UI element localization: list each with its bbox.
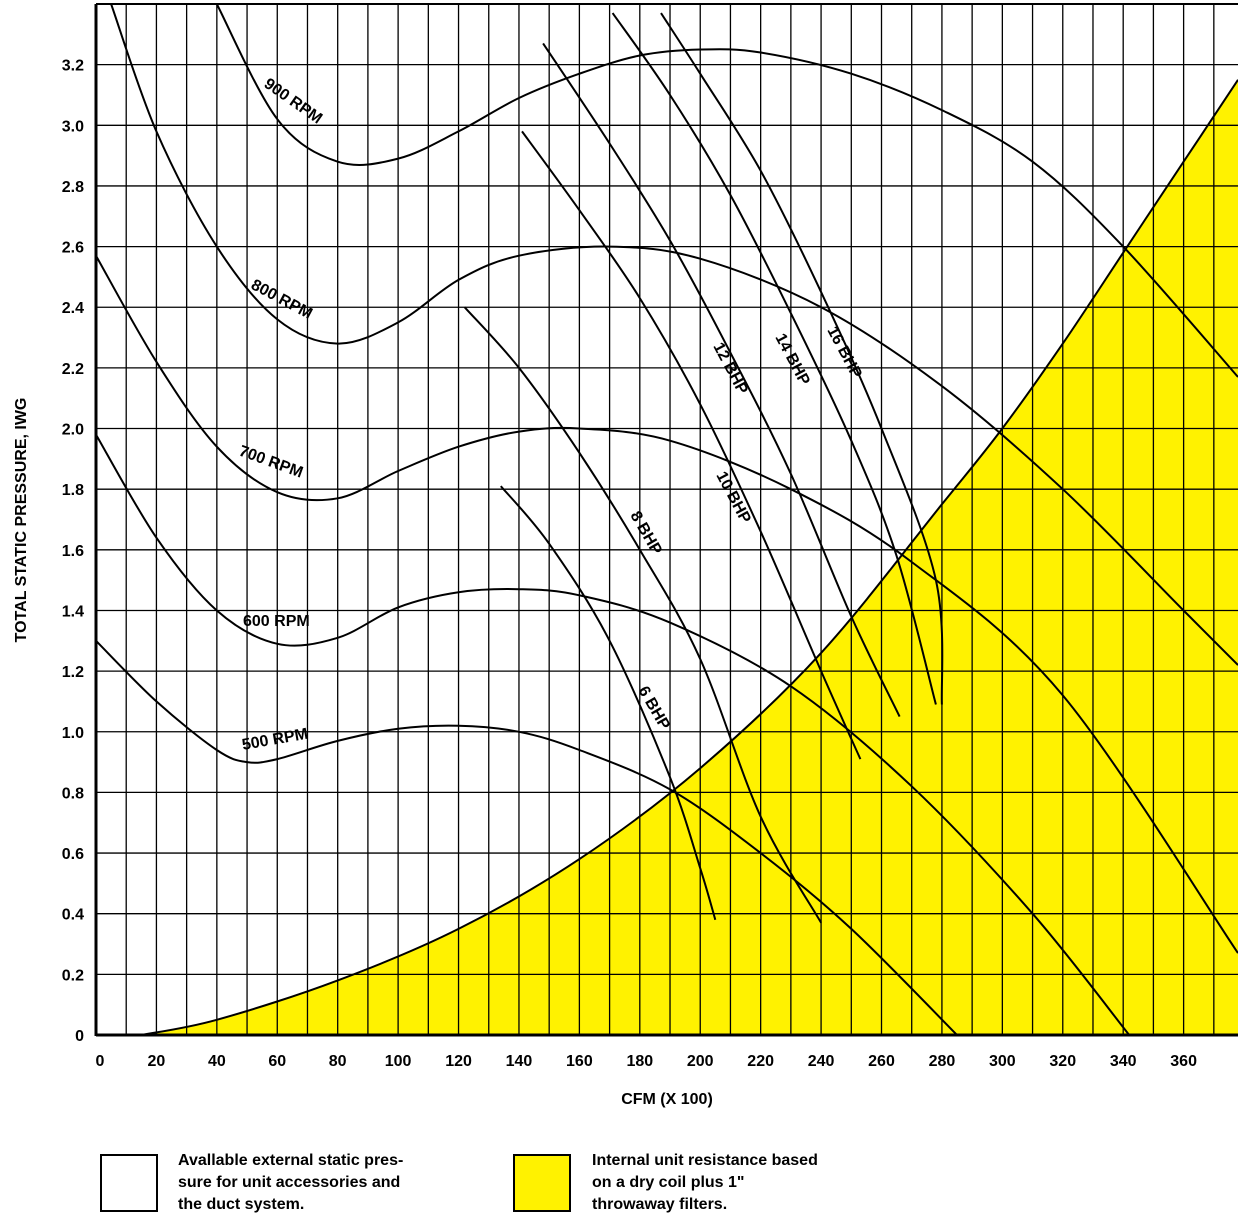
x-tick-label: 100: [385, 1053, 412, 1070]
curve-label: 10 BHP: [712, 469, 753, 527]
rpm-curve-500-rpm: [95, 640, 958, 1036]
y-tick-label: 2.6: [62, 240, 84, 257]
bhp-curve-6-bhp: [500, 485, 717, 921]
legend-yellow-swatch: [513, 1154, 571, 1212]
x-tick-label: 40: [208, 1053, 226, 1070]
resistance-curve: [141, 79, 1238, 1036]
x-tick-label: 240: [808, 1053, 835, 1070]
legend-white-swatch: [100, 1154, 158, 1212]
grid: [96, 4, 1238, 1035]
legend-yellow-line: throwaway filters.: [592, 1196, 728, 1213]
rpm-curve-900-rpm: [215, 3, 1238, 378]
legend-white-line: the duct system.: [178, 1196, 305, 1213]
x-tick-label: 140: [506, 1053, 533, 1070]
x-axis-ticks: 0 20 40 60 80 100 120 140 160 180 200 220 240 260 280 3…: [96, 1053, 1198, 1070]
legend-yellow-text: Internal unit resistance based on a dry …: [592, 1150, 912, 1216]
rpm-curve-700-rpm: [95, 255, 1238, 954]
legend-white-line: Avallable external static pres-: [178, 1152, 404, 1169]
y-tick-label: 0.6: [62, 846, 84, 863]
resistance-fill-area: [141, 79, 1238, 1036]
y-tick-label: 2.0: [62, 422, 84, 439]
x-tick-label: 300: [989, 1053, 1016, 1070]
curve-label: 900 RPM: [261, 75, 325, 127]
y-tick-label: 3.2: [62, 58, 84, 75]
curve-label: 8 BHP: [627, 509, 665, 559]
y-tick-label: 1.8: [62, 482, 84, 499]
x-tick-label: 260: [868, 1053, 895, 1070]
x-tick-label: 0: [96, 1053, 105, 1070]
bhp-curve-8-bhp: [463, 306, 822, 924]
bhp-curve-12-bhp: [542, 42, 901, 718]
x-tick-label: 200: [687, 1053, 714, 1070]
curve-label: 14 BHP: [771, 331, 812, 389]
legend-white-text: Avallable external static pres- sure for…: [178, 1150, 498, 1216]
x-tick-label: 60: [268, 1053, 286, 1070]
x-tick-label: 20: [148, 1053, 166, 1070]
y-axis-title: TOTAL STATIC PRESSURE, IWG: [13, 398, 30, 643]
x-tick-label: 320: [1049, 1053, 1076, 1070]
resistance-fill: [141, 79, 1238, 1036]
curve-label: 600 RPM: [243, 613, 310, 630]
y-tick-label: 0.8: [62, 785, 84, 802]
y-tick-label: 1.0: [62, 725, 84, 742]
y-tick-label: 2.2: [62, 361, 84, 378]
x-tick-label: 280: [929, 1053, 956, 1070]
x-tick-label: 120: [445, 1053, 472, 1070]
x-tick-label: 360: [1170, 1053, 1197, 1070]
y-axis-ticks: 0 0.2 0.4 0.6 0.8 1.0 1.2 1.4 1.6 1.8 2.0 2.2 2.4 2.6…: [62, 58, 84, 1045]
x-tick-label: 340: [1110, 1053, 1137, 1070]
plot-frame: [94, 3, 1238, 1037]
x-tick-label: 80: [329, 1053, 347, 1070]
curve-label: 500 RPM: [241, 726, 310, 754]
legend-yellow-line: Internal unit resistance based: [592, 1152, 818, 1169]
rpm-curve-800-rpm: [110, 3, 1238, 666]
y-tick-label: 1.6: [62, 543, 84, 560]
y-tick-label: 0.2: [62, 967, 84, 984]
x-axis-title: CFM (X 100): [621, 1091, 713, 1108]
curve-label: 800 RPM: [248, 277, 315, 323]
y-tick-label: 2.8: [62, 179, 84, 196]
curves: [95, 3, 1238, 1036]
y-tick-label: 1.4: [62, 603, 84, 620]
bhp-curve-14-bhp: [611, 12, 937, 705]
bhp-curve-10-bhp: [521, 130, 862, 760]
curve-label: 16 BHP: [823, 324, 864, 382]
bhp-curve-16-bhp: [660, 12, 944, 705]
y-tick-label: 3.0: [62, 118, 84, 135]
y-tick-label: 2.4: [62, 300, 84, 317]
y-tick-label: 0.4: [62, 907, 84, 924]
y-tick-label: 1.2: [62, 664, 84, 681]
legend-yellow-line: on a dry coil plus 1": [592, 1174, 745, 1191]
x-tick-label: 220: [747, 1053, 774, 1070]
rpm-curve-600-rpm: [95, 434, 1130, 1036]
y-tick-label: 0: [75, 1028, 84, 1045]
legend-white-line: sure for unit accessories and: [178, 1174, 401, 1191]
x-tick-label: 180: [626, 1053, 653, 1070]
x-tick-label: 160: [566, 1053, 593, 1070]
